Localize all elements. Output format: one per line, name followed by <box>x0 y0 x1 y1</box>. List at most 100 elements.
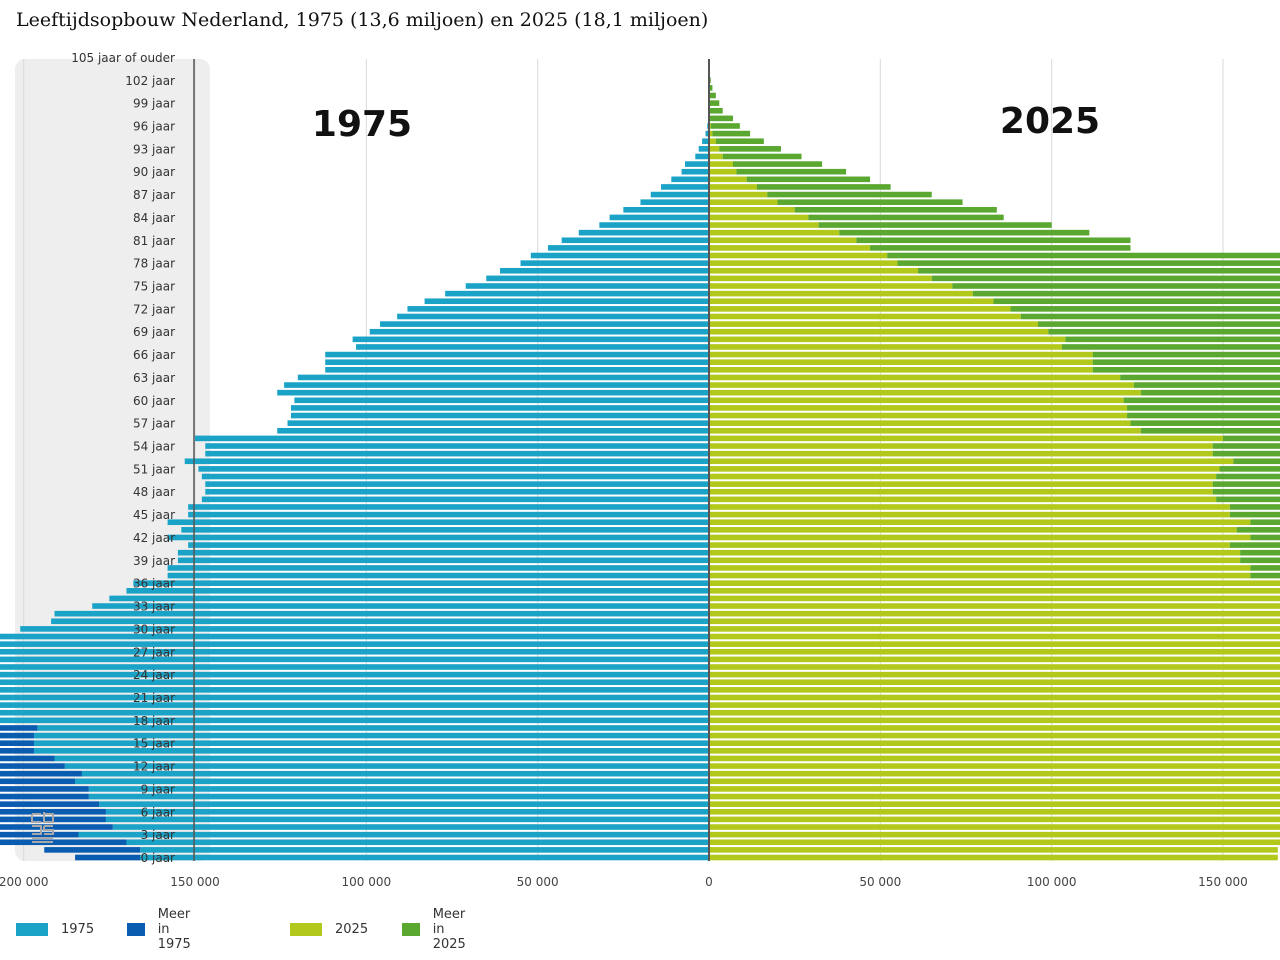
bar-meer-2025 <box>709 92 716 99</box>
bar-1975 <box>698 146 709 152</box>
y-tick-label: 105 jaar of ouder <box>71 51 175 65</box>
bar-meer-2025 <box>1092 359 1280 365</box>
bar-1975 <box>188 511 709 518</box>
bar-2025 <box>709 504 1230 510</box>
bar-1975 <box>205 443 709 449</box>
bar-2025 <box>709 824 1280 830</box>
bar-meer-2025 <box>709 107 723 114</box>
bar-1975 <box>369 328 709 335</box>
y-tick-label: 39 jaar <box>133 554 175 568</box>
bar-2025 <box>709 694 1280 701</box>
y-tick-label: 75 jaar <box>133 280 175 294</box>
bar-1975 <box>695 153 709 160</box>
bar-meer-2025 <box>746 176 871 183</box>
y-tick-label: 30 jaar <box>133 622 175 636</box>
bar-1975 <box>126 839 709 846</box>
x-tick-label: 0 <box>705 875 713 889</box>
bar-1975 <box>287 420 709 426</box>
bar-1975 <box>0 656 710 663</box>
bar-2025 <box>709 207 795 213</box>
bar-1975 <box>133 580 710 586</box>
bar-1975 <box>33 732 710 739</box>
bar-1975 <box>465 283 709 289</box>
year-label-2025: 2025 <box>1000 101 1100 142</box>
bar-1975 <box>294 397 709 404</box>
bar-2025 <box>709 321 1038 327</box>
bar-1975 <box>54 610 709 617</box>
bar-1975 <box>181 527 710 533</box>
bar-2025 <box>709 648 1280 655</box>
y-tick-label: 6 jaar <box>141 805 175 819</box>
bar-meer-1975 <box>0 793 89 800</box>
bar-2025 <box>709 572 1251 579</box>
bar-1975 <box>325 351 709 358</box>
bar-meer-2025 <box>710 123 740 129</box>
bar-meer-2025 <box>887 252 1280 259</box>
bar-2025 <box>709 481 1213 487</box>
bar-meer-2025 <box>1233 458 1280 465</box>
bar-1975 <box>188 504 709 510</box>
bar-meer-2025 <box>1222 435 1280 442</box>
y-tick-label: 54 jaar <box>133 440 175 454</box>
y-tick-label: 3 jaar <box>141 828 175 842</box>
legend-swatch-meer-2025 <box>402 922 420 936</box>
bar-1975 <box>661 184 709 190</box>
bar-2025 <box>709 534 1251 541</box>
bar-2025 <box>709 854 1278 861</box>
y-tick-label: 90 jaar <box>133 165 175 179</box>
bar-2025 <box>709 130 713 137</box>
bar-2025 <box>709 260 898 266</box>
bar-2025 <box>709 839 1280 846</box>
bar-1975 <box>0 717 710 724</box>
bar-1975 <box>609 214 709 221</box>
bar-meer-1975 <box>0 801 100 807</box>
legend-label-1975: 1975 <box>61 921 95 937</box>
bar-meer-1975 <box>0 778 76 785</box>
bar-meer-2025 <box>1123 397 1280 404</box>
bar-1975 <box>290 412 709 419</box>
bar-1975 <box>284 382 709 388</box>
bar-1975 <box>499 267 709 274</box>
bar-meer-1975 <box>0 732 34 739</box>
bar-1975 <box>88 793 709 800</box>
age-axis-labels: 0 jaar 3 jaar 6 jaar 9 jaar 12 jaar 15 jaar 18… <box>71 51 175 865</box>
bar-2025 <box>709 458 1234 465</box>
bar-meer-2025 <box>710 115 733 122</box>
bar-1975 <box>54 755 709 762</box>
bar-meer-2025 <box>1250 534 1280 541</box>
y-tick-label: 93 jaar <box>133 142 175 156</box>
bar-1975 <box>51 618 710 625</box>
bar-meer-2025 <box>767 191 932 198</box>
bar-1975 <box>109 595 710 602</box>
bar-2025 <box>709 641 1280 647</box>
bar-1975 <box>205 450 709 457</box>
bar-meer-1975 <box>0 740 34 746</box>
bar-meer-2025 <box>1212 488 1280 495</box>
bar-1975 <box>0 641 709 647</box>
bar-1975 <box>0 679 710 686</box>
bar-meer-2025 <box>1010 306 1280 312</box>
bar-1975 <box>88 786 709 792</box>
bar-1975 <box>33 740 710 746</box>
bar-meer-2025 <box>736 168 847 175</box>
bar-1975 <box>188 542 709 548</box>
bar-meer-1975 <box>0 824 113 830</box>
bar-1975 <box>520 260 709 266</box>
bar-1975 <box>650 191 709 198</box>
bar-1975 <box>167 519 710 526</box>
bar-2025 <box>709 283 953 289</box>
bar-1975 <box>140 854 710 861</box>
legend-label-2025: 2025 <box>335 921 369 937</box>
bar-1975 <box>445 290 709 297</box>
bar-2025 <box>709 351 1093 358</box>
bar-2025 <box>709 793 1280 800</box>
bar-1975 <box>201 473 709 480</box>
y-tick-label: 21 jaar <box>133 691 175 705</box>
bar-meer-2025 <box>715 138 764 145</box>
bar-meer-2025 <box>1127 412 1280 419</box>
bar-2025 <box>709 527 1237 533</box>
bar-1975 <box>78 831 709 838</box>
bar-2025 <box>709 252 888 259</box>
bar-2025 <box>709 153 723 160</box>
bar-meer-2025 <box>818 222 1052 228</box>
